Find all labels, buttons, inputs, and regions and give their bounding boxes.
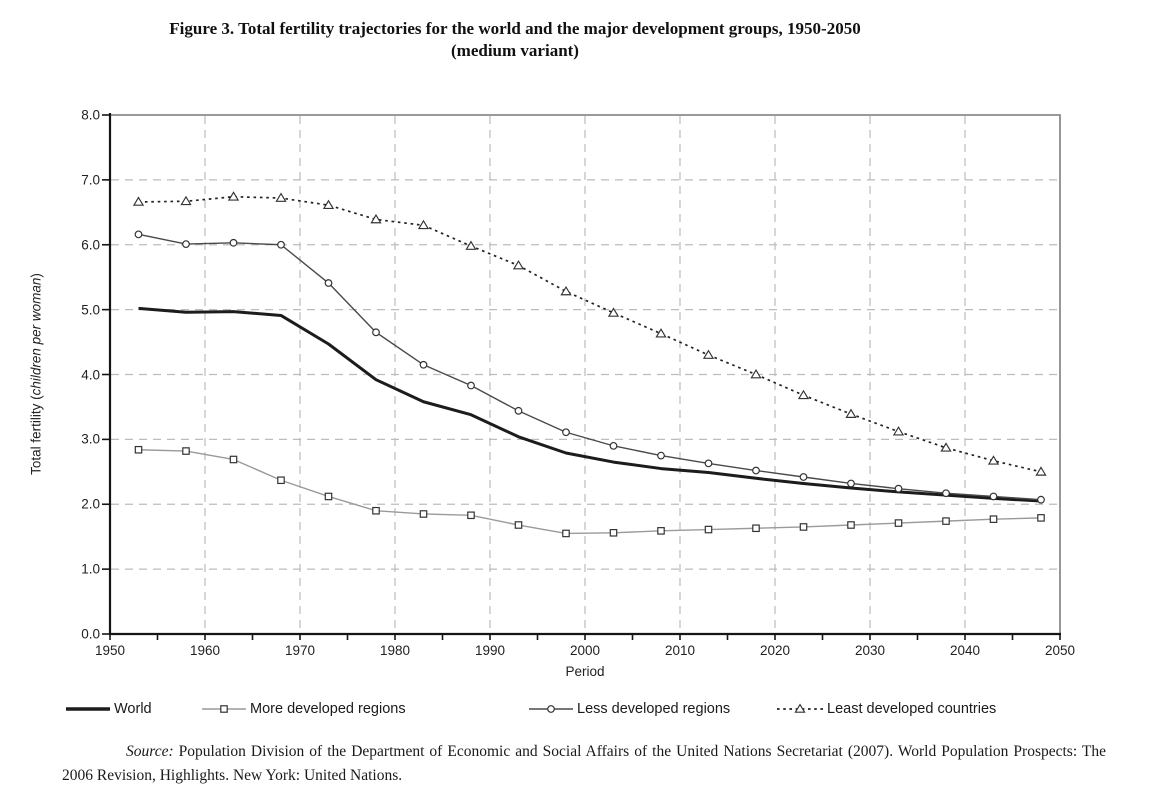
legend-label-world: World — [114, 701, 152, 717]
figure-title-line2: (medium variant) — [451, 41, 579, 60]
legend-label-less-developed: Less developed regions — [577, 701, 731, 717]
legend-label-least-developed: Least developed countries — [827, 701, 997, 717]
y-tick-label: 7.0 — [81, 172, 100, 188]
triangle-marker-dotted-line-sample-icon — [777, 703, 823, 713]
source-note: Source: Population Division of the Depar… — [62, 740, 1106, 788]
x-tick-label: 2010 — [664, 643, 696, 658]
x-tick-label: 2000 — [569, 643, 601, 658]
x-tick-label: 2030 — [854, 643, 886, 658]
x-tick-label: 1960 — [189, 643, 221, 658]
y-tick-label: 5.0 — [81, 302, 100, 318]
y-axis-title-suffix: ) — [28, 273, 44, 278]
y-tick-label: 4.0 — [81, 367, 100, 382]
source-label: Source: — [126, 743, 174, 760]
figure-title: Figure 3. Total fertility trajectories f… — [60, 18, 970, 62]
source-text: Population Division of the Department of… — [62, 743, 1106, 784]
x-tick-label: 2040 — [949, 643, 981, 658]
x-tick-label: 2020 — [759, 643, 791, 658]
y-tick-label: 2.0 — [81, 496, 100, 512]
y-axis-title: Total fertility (children per woman) — [29, 273, 44, 475]
x-tick-label: 2050 — [1044, 643, 1076, 658]
y-axis-title-prefix: Total fertility ( — [28, 395, 44, 475]
circle-marker-line-sample-icon — [529, 705, 573, 713]
x-tick-label: 1980 — [379, 643, 411, 658]
legend-item-world: World — [64, 701, 152, 717]
legend-label-more-developed: More developed regions — [250, 701, 406, 717]
legend-item-least-developed: Least developed countries — [775, 701, 996, 717]
legend-item-less-developed: Less developed regions — [527, 701, 730, 717]
y-axis-title-italic: children per woman — [28, 277, 44, 396]
y-tick-label: 1.0 — [81, 561, 100, 577]
x-tick-label: 1950 — [94, 643, 126, 658]
legend-item-more-developed: More developed regions — [200, 701, 406, 717]
y-tick-label: 3.0 — [81, 431, 100, 447]
square-marker-line-sample-icon — [202, 705, 246, 713]
y-tick-label: 0.0 — [81, 626, 100, 642]
figure-title-line1: Figure 3. Total fertility trajectories f… — [169, 19, 861, 38]
y-tick-label: 6.0 — [81, 237, 100, 253]
x-tick-label: 1970 — [284, 643, 316, 658]
world-line-sample-icon — [66, 707, 110, 711]
x-tick-label: 1990 — [474, 643, 506, 658]
x-axis-title: Period — [565, 664, 605, 679]
y-tick-label: 8.0 — [81, 107, 100, 123]
